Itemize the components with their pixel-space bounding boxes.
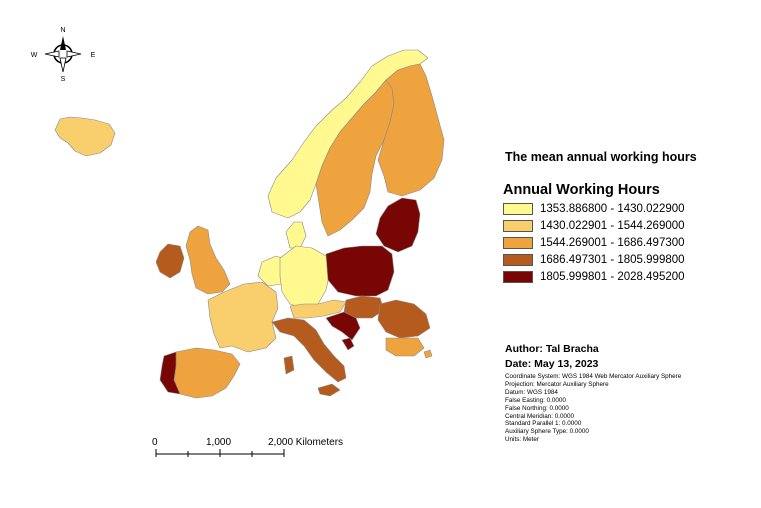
legend-item: 1353.886800 - 1430.022900 (503, 200, 685, 217)
region-germany (279, 245, 331, 309)
metadata-line: Central Meridian: 0.0000 (505, 412, 574, 420)
scale-label-2000: 2,000 Kilometers (268, 437, 344, 448)
region-islands (423, 349, 433, 359)
legend-label: 1805.999801 - 2028.495200 (540, 270, 685, 283)
map-title: The mean annual working hours (505, 150, 697, 164)
metadata-line: False Easting: 0.0000 (505, 396, 566, 404)
author-label: Author: Tal Bracha (505, 343, 599, 355)
legend: Annual Working Hours 1353.886800 - 1430.… (503, 182, 685, 285)
metadata-line: Projection: Mercator Auxiliary Sphere (505, 380, 609, 388)
legend-label: 1430.022901 - 1544.269000 (540, 219, 685, 232)
legend-swatch (503, 253, 533, 266)
region-greece (341, 337, 355, 351)
west-label: W (31, 52, 38, 59)
region-ireland (155, 243, 185, 279)
legend-swatch (503, 202, 533, 215)
legend-title: Annual Working Hours (503, 182, 660, 198)
legend-swatch (503, 219, 533, 232)
date-label: Date: May 13, 2023 (505, 358, 599, 370)
region-iceland (54, 116, 116, 157)
metadata-line: Datum: WGS 1984 (505, 388, 558, 396)
region-uk (185, 225, 231, 295)
legend-label: 1686.497301 - 1805.999800 (540, 253, 685, 266)
region-romania (377, 299, 431, 339)
north-label: N (60, 27, 65, 34)
scale-label-1000: 1,000 (206, 437, 232, 448)
region-portugal (159, 351, 181, 395)
metadata-line: False Northing: 0.0000 (505, 404, 569, 412)
legend-item: 1430.022901 - 1544.269000 (503, 217, 685, 234)
region-sardinia (283, 355, 295, 375)
south-label: S (61, 76, 66, 83)
region-italy (271, 317, 347, 383)
scale-bar (155, 449, 285, 457)
metadata-line: Auxiliary Sphere Type: 0.0000 (505, 428, 589, 436)
region-denmark (285, 221, 307, 249)
scale-label-zero: 0 (152, 437, 158, 448)
region-central (289, 299, 347, 319)
east-label: E (91, 52, 96, 59)
region-croatia (325, 311, 361, 341)
legend-label: 1544.269001 - 1686.497300 (540, 236, 685, 249)
legend-swatch (503, 236, 533, 249)
region-poland (325, 245, 395, 297)
region-france (207, 281, 279, 353)
region-bulgaria (385, 337, 425, 357)
legend-item: 1686.497301 - 1805.999800 (503, 251, 685, 268)
region-finland (377, 63, 445, 197)
region-sicily (317, 383, 341, 397)
legend-item: 1544.269001 - 1686.497300 (503, 234, 685, 251)
metadata-line: Coordinate System: WGS 1984 Web Mercator… (505, 373, 682, 380)
projection-metadata: Coordinate System: WGS 1984 Web Mercator… (505, 373, 681, 444)
legend-swatch (503, 270, 533, 283)
region-spain (173, 347, 241, 399)
metadata-line: Units: Meter (505, 436, 539, 444)
metadata-line: Standard Parallel 1: 0.0000 (505, 420, 582, 428)
north-arrow-icon: N S E W (31, 27, 96, 83)
legend-label: 1353.886800 - 1430.022900 (540, 202, 685, 215)
region-baltics (375, 197, 421, 253)
legend-item: 1805.999801 - 2028.495200 (503, 268, 685, 285)
